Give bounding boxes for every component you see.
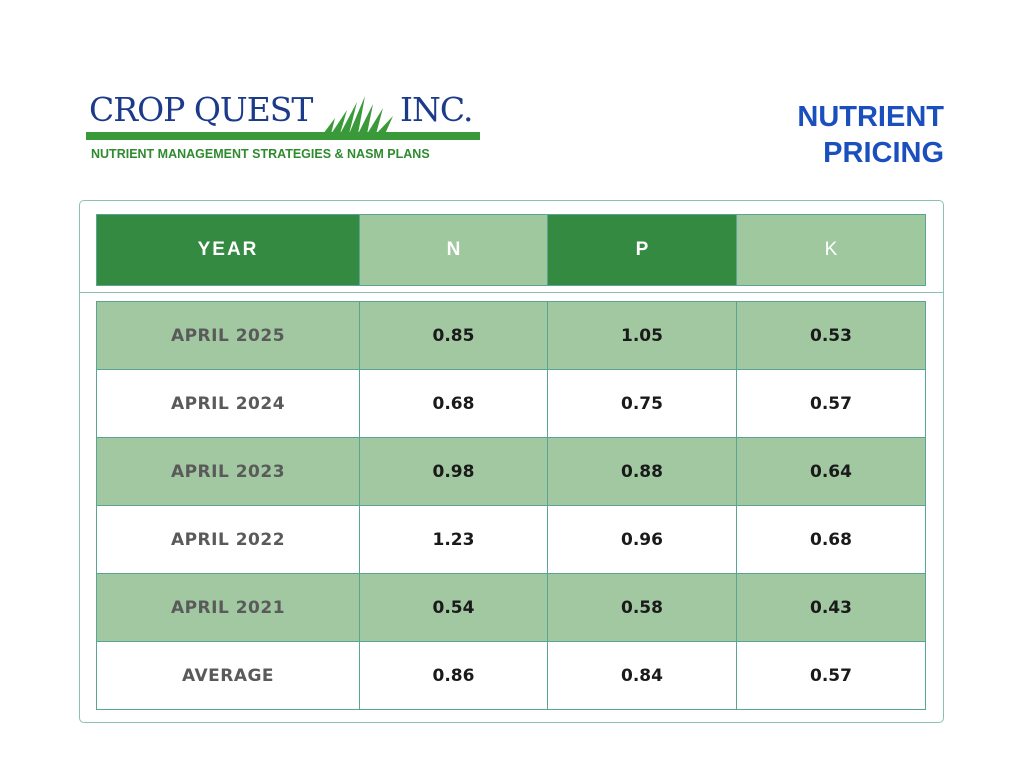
company-logo: CROP QUEST INC. NUTRIENT MANAGEMENT STRA… — [86, 90, 480, 170]
header-n: N — [359, 214, 548, 286]
table-row: APRIL 2021 0.54 0.58 0.43 — [96, 573, 926, 642]
cell-year: APRIL 2024 — [96, 369, 360, 438]
header-year: YEAR — [96, 214, 360, 286]
table-card — [79, 200, 944, 723]
cell-n: 0.85 — [359, 301, 548, 370]
page-title: NUTRIENT PRICING — [797, 99, 944, 171]
table-row: APRIL 2025 0.85 1.05 0.53 — [96, 301, 926, 370]
cell-k: 0.53 — [736, 301, 926, 370]
header-row: YEAR N P K — [96, 214, 926, 286]
logo-company-name: CROP QUEST — [89, 90, 313, 129]
header-divider — [79, 292, 944, 293]
cell-p: 0.84 — [547, 641, 737, 710]
cell-n: 0.54 — [359, 573, 548, 642]
cell-year: APRIL 2023 — [96, 437, 360, 506]
cell-k: 0.57 — [736, 641, 926, 710]
header-p: P — [547, 214, 737, 286]
grass-icon — [323, 96, 393, 134]
cell-year: APRIL 2021 — [96, 573, 360, 642]
cell-year: APRIL 2025 — [96, 301, 360, 370]
cell-p: 0.96 — [547, 505, 737, 574]
page-title-line1: NUTRIENT — [797, 101, 944, 133]
table-row: APRIL 2023 0.98 0.88 0.64 — [96, 437, 926, 506]
logo-suffix: INC. — [400, 90, 473, 129]
cell-n: 0.68 — [359, 369, 548, 438]
cell-n: 1.23 — [359, 505, 548, 574]
cell-p: 0.88 — [547, 437, 737, 506]
logo-wordmark: CROP QUEST INC. — [86, 90, 480, 134]
table-header: YEAR N P K — [96, 214, 926, 286]
page-title-line2: PRICING — [823, 137, 944, 169]
cell-year: AVERAGE — [96, 641, 360, 710]
cell-n: 0.98 — [359, 437, 548, 506]
cell-k: 0.57 — [736, 369, 926, 438]
cell-k: 0.64 — [736, 437, 926, 506]
logo-tagline: NUTRIENT MANAGEMENT STRATEGIES & NASM PL… — [91, 147, 430, 161]
table-row: APRIL 2022 1.23 0.96 0.68 — [96, 505, 926, 574]
cell-n: 0.86 — [359, 641, 548, 710]
cell-p: 1.05 — [547, 301, 737, 370]
cell-k: 0.43 — [736, 573, 926, 642]
logo-bar — [86, 132, 480, 140]
table-row-average: AVERAGE 0.86 0.84 0.57 — [96, 641, 926, 710]
cell-year: APRIL 2022 — [96, 505, 360, 574]
header-k: K — [736, 214, 926, 286]
table-row: APRIL 2024 0.68 0.75 0.57 — [96, 369, 926, 438]
table-body: APRIL 2025 0.85 1.05 0.53 APRIL 2024 0.6… — [96, 301, 926, 710]
cell-p: 0.75 — [547, 369, 737, 438]
cell-p: 0.58 — [547, 573, 737, 642]
cell-k: 0.68 — [736, 505, 926, 574]
